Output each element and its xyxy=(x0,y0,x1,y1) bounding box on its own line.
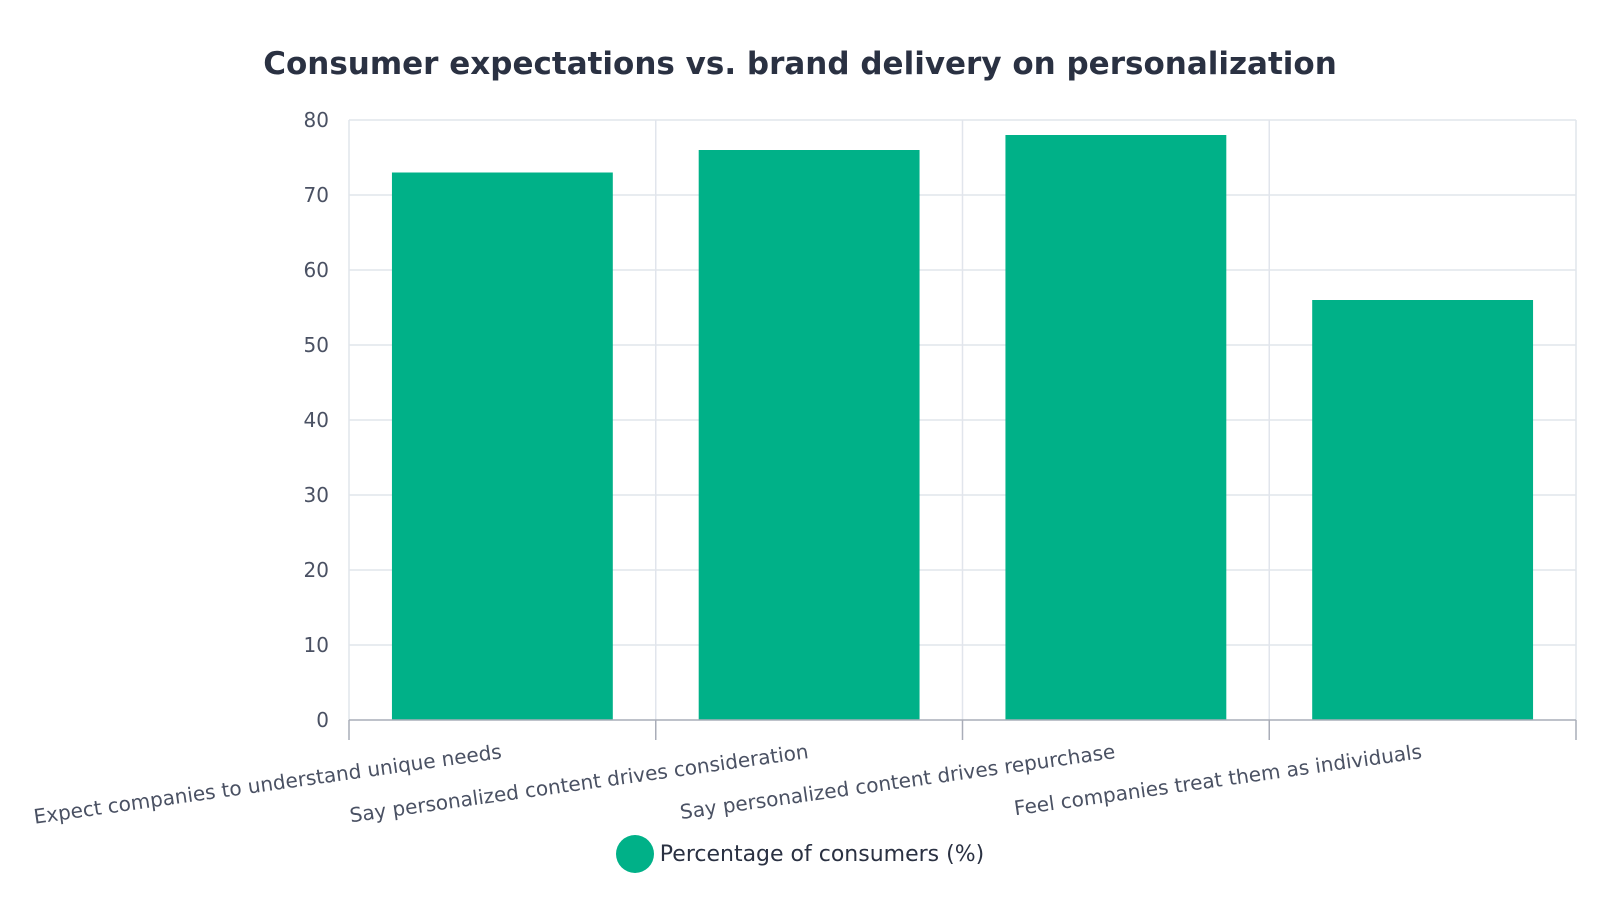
y-tick-label: 80 xyxy=(304,108,329,132)
y-tick-label: 0 xyxy=(316,708,329,732)
legend-label: Percentage of consumers (%) xyxy=(659,841,985,867)
axis-layer xyxy=(348,719,1577,740)
y-tick-label: 50 xyxy=(304,333,329,357)
y-tick-label: 60 xyxy=(304,258,329,282)
y-tick-label: 30 xyxy=(304,483,329,507)
bar[interactable] xyxy=(698,150,920,720)
y-tick-label: 70 xyxy=(304,183,329,207)
chart-title: Consumer expectations vs. brand delivery… xyxy=(263,46,1337,82)
y-tick-label: 20 xyxy=(304,558,329,582)
legend-swatch xyxy=(615,835,654,873)
y-tick-label: 10 xyxy=(304,633,329,657)
bar[interactable] xyxy=(1005,135,1227,720)
bar[interactable] xyxy=(1312,300,1534,720)
y-tick-label: 40 xyxy=(304,408,329,432)
legend[interactable]: Percentage of consumers (%) xyxy=(0,835,1600,873)
bar[interactable] xyxy=(391,172,613,721)
bar-layer xyxy=(391,135,1534,721)
